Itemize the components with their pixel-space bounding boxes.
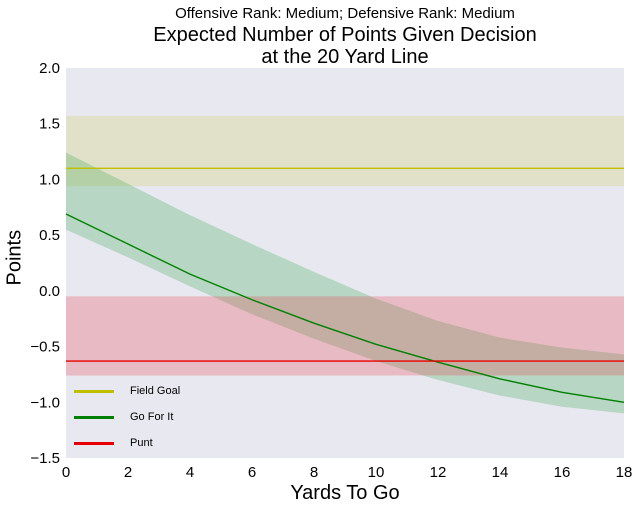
y-tick-label: 0.5 <box>39 227 60 244</box>
legend-swatch-go-for-it <box>74 416 114 419</box>
x-tick-label: 18 <box>616 464 633 481</box>
x-tick-label: 4 <box>186 464 194 481</box>
chart-title-line-2: at the 20 Yard Line <box>261 46 429 68</box>
band-go-for-it <box>66 152 624 414</box>
x-tick-label: 10 <box>368 464 385 481</box>
x-axis-label: Yards To Go <box>290 482 400 504</box>
legend-item-go-for-it: Go For It <box>66 408 206 428</box>
x-tick-label: 12 <box>430 464 447 481</box>
band-field-goal <box>66 115 624 187</box>
y-tick-label: −0.5 <box>30 339 60 356</box>
legend-item-field-goal: Field Goal <box>66 382 206 402</box>
legend-label-punt: Punt <box>130 437 153 449</box>
legend-swatch-punt <box>74 442 114 445</box>
x-tick-label: 2 <box>124 464 132 481</box>
chart-subtitle: Offensive Rank: Medium; Defensive Rank: … <box>175 5 515 22</box>
y-axis-ticks: 2.0 1.5 1.0 0.5 0.0 −0.5 −1.0 −1.5 <box>30 60 60 467</box>
y-tick-label: 2.0 <box>39 60 60 77</box>
y-axis-label: Points <box>3 229 26 286</box>
plot-area <box>66 68 624 458</box>
band-punt <box>66 296 624 376</box>
y-tick-label: −1.5 <box>30 450 60 467</box>
legend-label-go-for-it: Go For It <box>130 411 174 423</box>
line-go-for-it <box>65 213 625 403</box>
series-lines <box>65 167 625 403</box>
y-tick-label: −1.0 <box>30 394 60 411</box>
legend-item-punt: Punt <box>66 434 206 454</box>
chart-title: Expected Number of Points Given Decision… <box>66 24 624 68</box>
y-tick-label: 1.0 <box>39 171 60 188</box>
x-tick-label: 0 <box>62 464 70 481</box>
legend-label-field-goal: Field Goal <box>130 385 181 397</box>
x-tick-label: 16 <box>554 464 571 481</box>
x-tick-label: 8 <box>310 464 318 481</box>
y-tick-label: 1.5 <box>39 116 60 133</box>
y-tick-label: 0.0 <box>39 283 60 300</box>
x-tick-label: 6 <box>248 464 256 481</box>
x-tick-label: 14 <box>492 464 509 481</box>
legend-swatch-field-goal <box>74 390 114 393</box>
x-axis-ticks: 0 2 4 6 8 10 12 14 16 18 <box>62 464 633 481</box>
chart-title-line-1: Expected Number of Points Given Decision <box>153 24 537 46</box>
